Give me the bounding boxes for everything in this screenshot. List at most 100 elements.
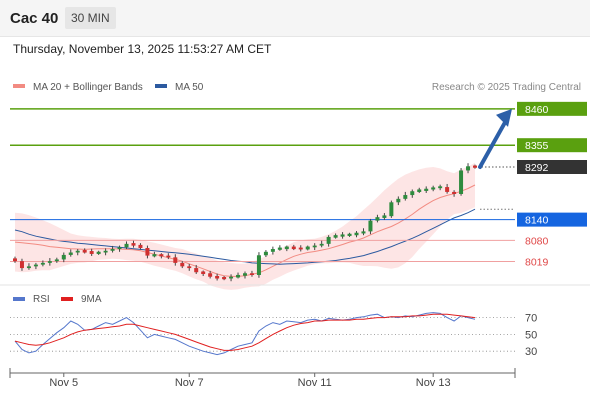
candle	[138, 244, 143, 248]
credit-text: Research © 2025 Trading Central	[432, 82, 581, 93]
candle	[438, 186, 443, 189]
x-tick-label: Nov 13	[416, 377, 451, 389]
candle	[117, 247, 122, 250]
candle	[312, 245, 317, 248]
level-8140-tag	[517, 212, 587, 227]
level-8460-label: 8460	[525, 104, 549, 116]
candle	[194, 268, 199, 273]
candle	[13, 258, 17, 262]
candle	[326, 236, 331, 244]
level-8292-tag	[517, 160, 587, 174]
candle	[452, 191, 457, 194]
header-bar: Cac 40 30 MIN	[0, 0, 590, 37]
candle	[26, 266, 31, 269]
bollinger-band-area	[15, 162, 475, 290]
rsi-legend-swatch-1	[61, 297, 73, 301]
candle	[145, 248, 150, 256]
candles	[13, 163, 477, 282]
candle	[180, 262, 185, 267]
candle	[270, 249, 275, 252]
price-levels: 8460 8355 8292 8140 8080 8019	[10, 101, 587, 269]
x-tick-label: Nov 11	[298, 377, 332, 389]
candle	[263, 251, 268, 256]
candle	[410, 191, 415, 196]
rsi-tick-30: 30	[525, 346, 537, 358]
candle	[382, 215, 387, 218]
candle	[305, 246, 310, 250]
candle	[354, 232, 359, 236]
bollinger-band	[15, 162, 475, 290]
candle	[89, 251, 94, 254]
legend-label-0: MA 20 + Bollinger Bands	[33, 82, 143, 93]
candle	[166, 255, 171, 258]
x-tick-label: Nov 7	[175, 377, 204, 389]
candle	[375, 217, 380, 221]
candle	[124, 243, 129, 248]
level-8355-tag	[517, 138, 587, 153]
candle	[236, 274, 241, 278]
candle	[466, 166, 471, 171]
candle	[243, 273, 247, 276]
rsi-tick-70: 70	[525, 313, 537, 325]
candle	[229, 276, 234, 279]
candle	[396, 198, 401, 203]
x-axis: Nov 5 Nov 7 Nov 11 Nov 13	[9, 368, 516, 389]
candle	[361, 231, 366, 234]
arrow-head	[496, 108, 512, 127]
candle	[33, 264, 38, 267]
candle	[103, 250, 108, 253]
level-8292-label: 8292	[525, 162, 549, 174]
candle	[68, 252, 73, 255]
candle	[459, 170, 464, 194]
legend-swatch-1	[155, 84, 167, 88]
candle	[40, 262, 45, 265]
candle	[319, 243, 324, 246]
candle	[75, 250, 80, 253]
candle	[159, 254, 164, 257]
candle	[431, 187, 436, 190]
candle	[256, 255, 261, 275]
arrow-shaft	[478, 116, 509, 169]
candle	[82, 250, 87, 253]
candle	[389, 202, 394, 217]
candle	[249, 273, 254, 275]
candle	[284, 246, 289, 250]
candle	[222, 277, 227, 280]
level-8460-tag	[517, 101, 587, 116]
rsi-legend-swatch-0	[13, 297, 25, 301]
candle	[173, 257, 178, 263]
timeframe-button[interactable]: 30 MIN	[65, 7, 116, 29]
forecast-arrow-icon	[478, 108, 512, 169]
rsi-series-9ma	[14, 313, 476, 351]
candle	[298, 247, 303, 250]
instrument-name: Cac 40	[10, 10, 59, 27]
candle	[403, 195, 408, 199]
legend-label-1: MA 50	[175, 82, 204, 93]
rsi-panel: RSI 9MA 70 50 30	[0, 284, 590, 358]
price-legend: MA 20 + Bollinger Bands MA 50	[13, 82, 204, 93]
candle	[417, 189, 422, 192]
candle	[291, 246, 296, 250]
candle	[445, 187, 450, 192]
candle	[54, 259, 59, 262]
candle	[61, 254, 66, 260]
candle	[215, 275, 220, 279]
candle	[131, 243, 136, 246]
candle	[96, 251, 101, 254]
rsi-legend-label-1: 9MA	[81, 294, 102, 305]
candle	[110, 249, 115, 251]
candle	[333, 235, 338, 238]
level-8355-label: 8355	[525, 140, 549, 152]
x-tick-label: Nov 5	[49, 377, 78, 389]
candle	[347, 233, 352, 236]
candle	[201, 271, 206, 275]
candle	[47, 261, 52, 263]
timestamp: Thursday, November 13, 2025 11:53:27 AM …	[13, 42, 272, 56]
candle	[340, 234, 345, 237]
level-8080-label: 8080	[525, 235, 549, 247]
rsi-legend-label-0: RSI	[33, 294, 50, 305]
candle	[19, 261, 24, 269]
level-8019-label: 8019	[525, 257, 549, 269]
level-8140-label: 8140	[525, 215, 549, 227]
